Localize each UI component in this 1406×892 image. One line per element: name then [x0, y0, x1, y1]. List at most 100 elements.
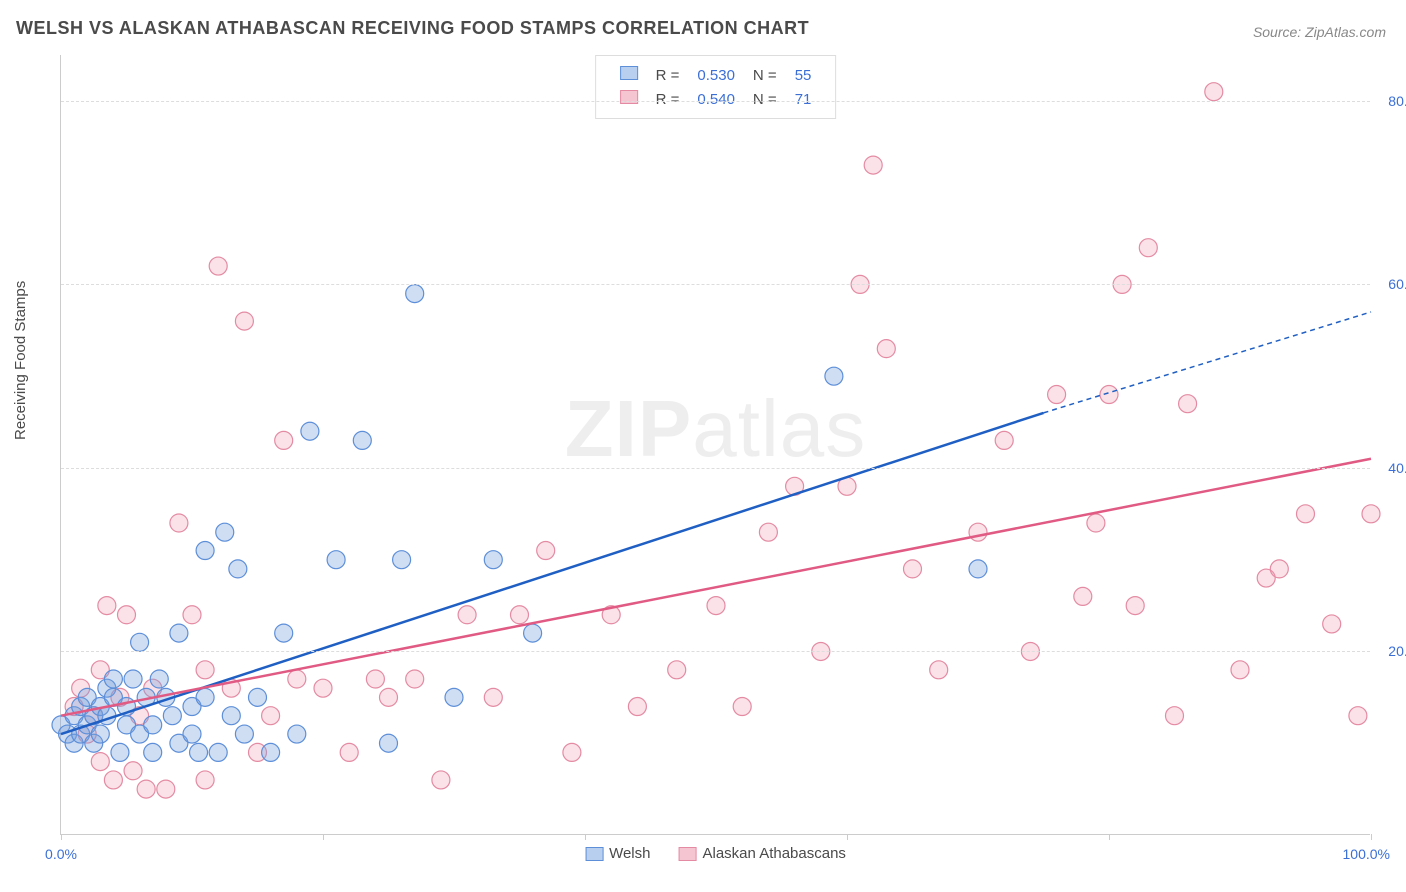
- swatch-welsh: [620, 66, 638, 80]
- scatter-point: [1297, 505, 1315, 523]
- scatter-point: [511, 606, 529, 624]
- swatch-athabascan: [620, 90, 638, 104]
- scatter-point: [1362, 505, 1380, 523]
- scatter-point: [904, 560, 922, 578]
- scatter-point: [1349, 707, 1367, 725]
- scatter-point: [216, 523, 234, 541]
- scatter-point: [707, 597, 725, 615]
- x-tick-mark: [585, 834, 586, 840]
- gridline-h: [61, 468, 1370, 469]
- x-tick-mark: [323, 834, 324, 840]
- swatch-welsh: [585, 847, 603, 861]
- x-tick-mark: [1371, 834, 1372, 840]
- scatter-point: [484, 551, 502, 569]
- scatter-point: [183, 606, 201, 624]
- scatter-point: [1100, 386, 1118, 404]
- n-label: N =: [745, 88, 785, 110]
- legend-label-welsh: Welsh: [609, 845, 650, 862]
- y-tick-label: 80.0%: [1388, 93, 1406, 109]
- legend-row-welsh: R = 0.530 N = 55: [612, 64, 820, 86]
- gridline-h: [61, 101, 1370, 102]
- scatter-point: [1087, 514, 1105, 532]
- scatter-point: [196, 688, 214, 706]
- scatter-point: [209, 743, 227, 761]
- scatter-point: [1048, 386, 1066, 404]
- scatter-point: [825, 367, 843, 385]
- plot-area: ZIPatlas R = 0.530 N = 55 R = 0.540 N = …: [60, 55, 1370, 835]
- scatter-point: [262, 707, 280, 725]
- scatter-point: [183, 725, 201, 743]
- scatter-point: [131, 633, 149, 651]
- scatter-point: [340, 743, 358, 761]
- scatter-point: [170, 624, 188, 642]
- scatter-point: [1166, 707, 1184, 725]
- scatter-point: [458, 606, 476, 624]
- scatter-point: [301, 422, 319, 440]
- scatter-point: [930, 661, 948, 679]
- scatter-point: [366, 670, 384, 688]
- scatter-point: [537, 542, 555, 560]
- x-tick-mark: [61, 834, 62, 840]
- scatter-point: [196, 661, 214, 679]
- scatter-point: [91, 753, 109, 771]
- scatter-point: [1270, 560, 1288, 578]
- scatter-point: [563, 743, 581, 761]
- source-name: ZipAtlas.com: [1305, 24, 1386, 40]
- scatter-point: [1139, 239, 1157, 257]
- scatter-point: [104, 771, 122, 789]
- scatter-point: [327, 551, 345, 569]
- scatter-point: [118, 606, 136, 624]
- scatter-point: [1179, 395, 1197, 413]
- scatter-point: [170, 514, 188, 532]
- scatter-point: [235, 725, 253, 743]
- scatter-point: [733, 698, 751, 716]
- n-label: N =: [745, 64, 785, 86]
- scatter-point: [144, 716, 162, 734]
- scatter-point: [111, 743, 129, 761]
- scatter-point: [1323, 615, 1341, 633]
- scatter-point: [969, 523, 987, 541]
- scatter-point: [445, 688, 463, 706]
- scatter-point: [380, 734, 398, 752]
- scatter-point: [484, 688, 502, 706]
- scatter-point: [1074, 587, 1092, 605]
- scatter-point: [196, 771, 214, 789]
- scatter-point: [288, 670, 306, 688]
- scatter-point: [759, 523, 777, 541]
- scatter-point: [314, 679, 332, 697]
- scatter-point: [995, 431, 1013, 449]
- scatter-point: [432, 771, 450, 789]
- scatter-point: [249, 688, 267, 706]
- scatter-point: [222, 707, 240, 725]
- legend-item-welsh: Welsh: [585, 845, 650, 862]
- legend-label-athabascan: Alaskan Athabascans: [702, 845, 845, 862]
- r-label: R =: [648, 88, 688, 110]
- scatter-point: [275, 431, 293, 449]
- gridline-h: [61, 284, 1370, 285]
- scatter-point: [157, 780, 175, 798]
- scatter-point: [406, 670, 424, 688]
- y-tick-label: 40.0%: [1388, 460, 1406, 476]
- scatter-point: [1231, 661, 1249, 679]
- scatter-point: [393, 551, 411, 569]
- scatter-point: [163, 707, 181, 725]
- x-axis-max-label: 100.0%: [1343, 846, 1390, 862]
- r-value-athabascan: 0.540: [689, 88, 743, 110]
- scatter-point: [275, 624, 293, 642]
- scatter-point: [353, 431, 371, 449]
- scatter-point: [124, 670, 142, 688]
- scatter-point: [380, 688, 398, 706]
- scatter-svg: [61, 55, 1370, 834]
- scatter-point: [209, 257, 227, 275]
- scatter-point: [288, 725, 306, 743]
- scatter-point: [235, 312, 253, 330]
- scatter-point: [104, 670, 122, 688]
- n-value-welsh: 55: [787, 64, 820, 86]
- x-axis-min-label: 0.0%: [45, 846, 77, 862]
- scatter-point: [229, 560, 247, 578]
- scatter-point: [137, 780, 155, 798]
- scatter-point: [969, 560, 987, 578]
- gridline-h: [61, 651, 1370, 652]
- legend-row-athabascan: R = 0.540 N = 71: [612, 88, 820, 110]
- trend-line-extrapolate: [1044, 312, 1372, 413]
